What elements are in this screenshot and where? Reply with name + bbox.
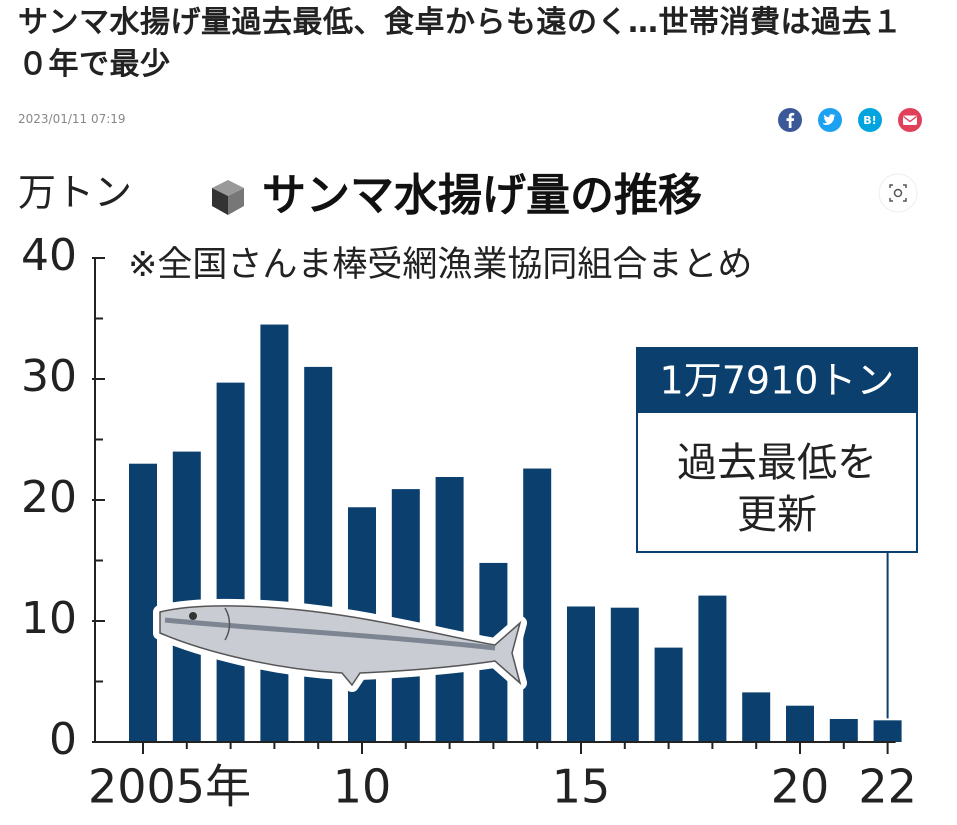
chart: サンマ水揚げ量の推移 万トン ※全国さんま棒受網漁業協同組合まとめ 0 10 20 3… xyxy=(18,170,918,814)
twitter-button[interactable] xyxy=(818,108,842,132)
annotation-header xyxy=(637,348,917,413)
bar xyxy=(260,324,289,742)
hatena-label: B! xyxy=(863,114,876,127)
value-label: 1万7910トン xyxy=(660,359,895,403)
x-tick-label: 15 xyxy=(552,760,611,814)
mail-button[interactable] xyxy=(898,108,922,132)
y-tick-label: 30 xyxy=(21,351,77,402)
x-tick-label: 20 xyxy=(771,760,830,814)
lens-button[interactable] xyxy=(878,173,918,213)
facebook-button[interactable] xyxy=(778,108,802,132)
x-tick-label: 2005年 xyxy=(88,760,251,814)
bar xyxy=(129,463,157,742)
bar xyxy=(742,692,771,742)
article-header: サンマ水揚げ量過去最低、食卓からも遠のく…世帯消費は過去１０年で最少 xyxy=(18,0,928,86)
chart-subtitle: ※全国さんま棒受網漁業協同組合まとめ xyxy=(128,245,752,285)
y-tick-label: 40 xyxy=(21,230,77,281)
bar xyxy=(829,719,858,742)
bar xyxy=(216,382,245,742)
bar xyxy=(567,606,595,742)
annotation-text: 更新 xyxy=(737,492,817,538)
fish xyxy=(153,598,527,692)
bar xyxy=(172,451,201,742)
bar xyxy=(873,720,902,742)
share-buttons: B! xyxy=(778,108,922,132)
publish-date: 2023/01/11 07:19 xyxy=(18,112,126,126)
y-tick-label: 20 xyxy=(21,472,77,523)
article-title: サンマ水揚げ量過去最低、食卓からも遠のく…世帯消費は過去１０年で最少 xyxy=(18,5,903,82)
cube-icon xyxy=(212,180,244,215)
chart-title: サンマ水揚げ量の推移 xyxy=(262,170,702,221)
bar xyxy=(523,468,552,742)
bar xyxy=(654,647,683,742)
annotation-text: 過去最低を xyxy=(677,440,877,486)
y-axis-unit: 万トン xyxy=(18,171,132,215)
x-tick-label: 10 xyxy=(333,760,392,814)
bar xyxy=(304,366,333,742)
y-tick-label: 0 xyxy=(49,714,77,765)
bar xyxy=(786,705,814,742)
x-tick-label: 22 xyxy=(858,760,917,814)
bar xyxy=(698,595,727,742)
bar xyxy=(391,489,420,742)
hatena-button[interactable]: B! xyxy=(858,108,882,132)
y-tick-label: 10 xyxy=(21,593,77,644)
bar xyxy=(610,607,639,742)
bar xyxy=(435,477,464,742)
